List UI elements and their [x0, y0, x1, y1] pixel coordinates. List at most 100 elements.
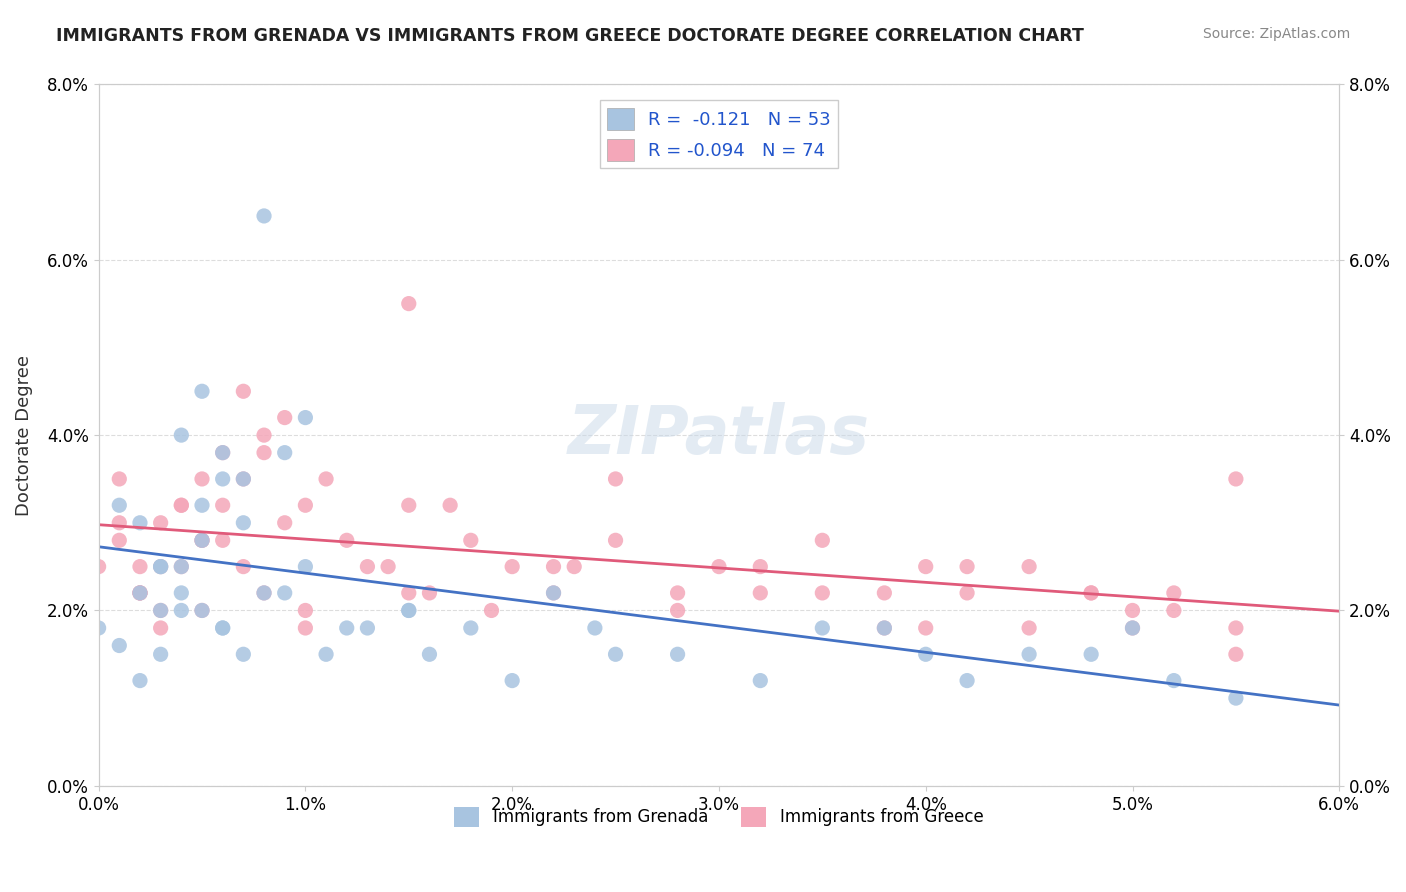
Point	[1163, 603, 1185, 617]
Point	[666, 648, 689, 662]
Point	[108, 639, 131, 653]
Point	[170, 559, 193, 574]
Point	[377, 559, 399, 574]
Point	[873, 586, 896, 600]
Point	[398, 603, 420, 617]
Point	[191, 533, 214, 548]
Point	[398, 603, 420, 617]
Point	[232, 472, 254, 486]
Point	[191, 603, 214, 617]
Point	[749, 673, 772, 688]
Point	[191, 533, 214, 548]
Point	[108, 516, 131, 530]
Point	[666, 586, 689, 600]
Point	[129, 559, 152, 574]
Point	[418, 648, 440, 662]
Point	[1018, 648, 1040, 662]
Point	[170, 498, 193, 512]
Point	[1080, 648, 1102, 662]
Point	[666, 603, 689, 617]
Point	[914, 648, 936, 662]
Point	[191, 498, 214, 512]
Point	[273, 445, 295, 459]
Point	[253, 586, 276, 600]
Point	[253, 428, 276, 442]
Point	[1080, 586, 1102, 600]
Point	[707, 559, 730, 574]
Point	[501, 559, 523, 574]
Point	[294, 498, 316, 512]
Point	[914, 621, 936, 635]
Point	[315, 648, 337, 662]
Point	[273, 586, 295, 600]
Point	[232, 472, 254, 486]
Point	[294, 603, 316, 617]
Legend: Immigrants from Grenada, Immigrants from Greece: Immigrants from Grenada, Immigrants from…	[447, 800, 990, 833]
Point	[543, 586, 565, 600]
Point	[108, 472, 131, 486]
Point	[315, 472, 337, 486]
Point	[336, 533, 359, 548]
Point	[87, 621, 110, 635]
Point	[543, 586, 565, 600]
Point	[294, 621, 316, 635]
Point	[811, 621, 834, 635]
Point	[460, 533, 482, 548]
Point	[211, 445, 233, 459]
Point	[253, 209, 276, 223]
Point	[211, 498, 233, 512]
Point	[191, 603, 214, 617]
Point	[811, 586, 834, 600]
Point	[543, 559, 565, 574]
Point	[749, 559, 772, 574]
Point	[460, 621, 482, 635]
Point	[749, 586, 772, 600]
Point	[273, 516, 295, 530]
Point	[149, 559, 172, 574]
Point	[1018, 621, 1040, 635]
Point	[336, 621, 359, 635]
Point	[1163, 586, 1185, 600]
Point	[129, 673, 152, 688]
Point	[170, 559, 193, 574]
Point	[1080, 586, 1102, 600]
Point	[191, 472, 214, 486]
Point	[149, 621, 172, 635]
Point	[211, 533, 233, 548]
Point	[108, 533, 131, 548]
Point	[129, 586, 152, 600]
Text: ZIPatlas: ZIPatlas	[568, 402, 870, 468]
Point	[1121, 621, 1143, 635]
Point	[232, 384, 254, 399]
Point	[129, 586, 152, 600]
Point	[605, 472, 627, 486]
Point	[1225, 472, 1247, 486]
Point	[149, 559, 172, 574]
Point	[398, 586, 420, 600]
Point	[170, 498, 193, 512]
Point	[1018, 559, 1040, 574]
Point	[149, 559, 172, 574]
Point	[1225, 648, 1247, 662]
Point	[1121, 603, 1143, 617]
Point	[605, 533, 627, 548]
Point	[562, 559, 585, 574]
Point	[873, 621, 896, 635]
Point	[170, 586, 193, 600]
Point	[129, 586, 152, 600]
Point	[418, 586, 440, 600]
Point	[211, 445, 233, 459]
Point	[191, 533, 214, 548]
Point	[398, 498, 420, 512]
Point	[232, 559, 254, 574]
Point	[1225, 691, 1247, 706]
Y-axis label: Doctorate Degree: Doctorate Degree	[15, 355, 32, 516]
Point	[232, 516, 254, 530]
Point	[398, 296, 420, 310]
Point	[1163, 673, 1185, 688]
Point	[1121, 621, 1143, 635]
Text: IMMIGRANTS FROM GRENADA VS IMMIGRANTS FROM GREECE DOCTORATE DEGREE CORRELATION C: IMMIGRANTS FROM GRENADA VS IMMIGRANTS FR…	[56, 27, 1084, 45]
Point	[583, 621, 606, 635]
Point	[170, 428, 193, 442]
Point	[956, 586, 979, 600]
